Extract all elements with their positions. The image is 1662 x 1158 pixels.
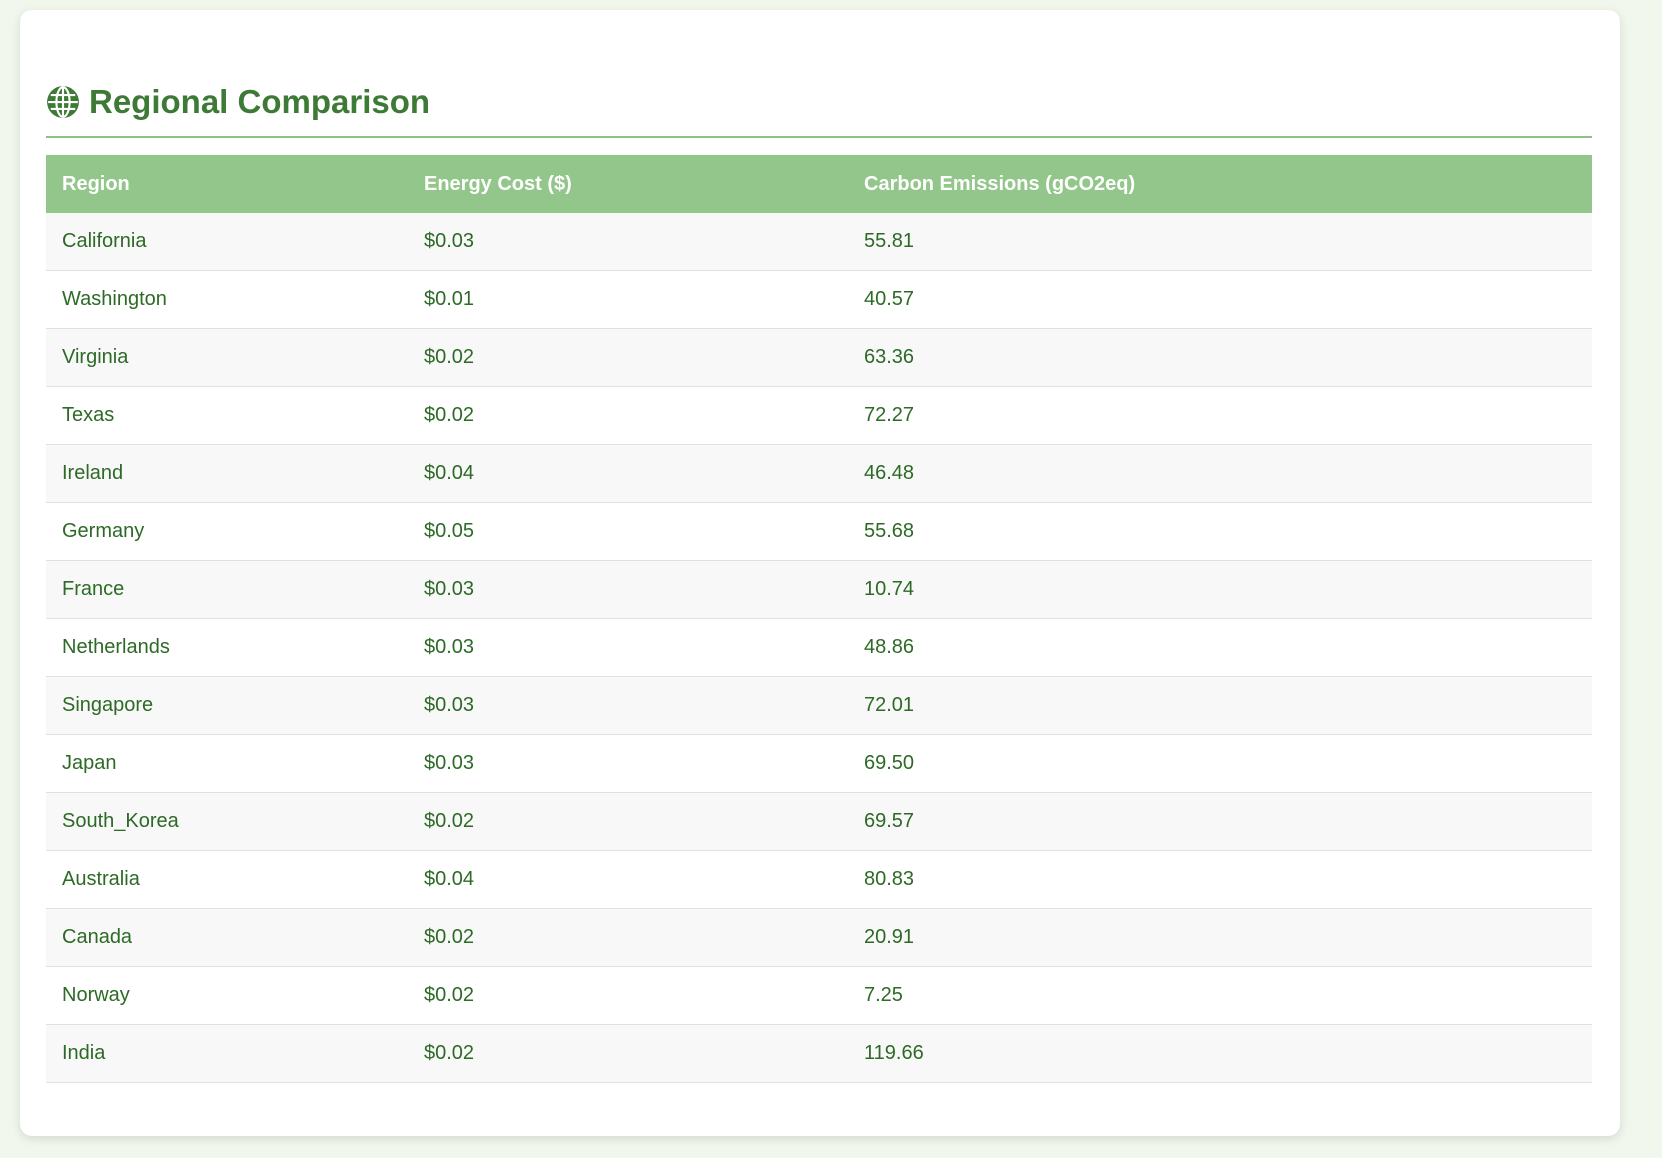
cell-region: Virginia (46, 328, 408, 387)
cell-region: Texas (46, 386, 408, 445)
cell-region: Japan (46, 734, 408, 793)
cell-energy-cost: $0.02 (408, 1024, 848, 1083)
cell-energy-cost: $0.02 (408, 328, 848, 387)
cell-region: Ireland (46, 444, 408, 503)
table-row: Washington $0.01 40.57 (46, 270, 1592, 329)
cell-energy-cost: $0.02 (408, 792, 848, 851)
cell-energy-cost: $0.04 (408, 444, 848, 503)
cell-carbon-emissions: 55.81 (848, 213, 1592, 271)
cell-energy-cost: $0.03 (408, 213, 848, 271)
cell-carbon-emissions: 46.48 (848, 444, 1592, 503)
section-header: Regional Comparison (46, 72, 1592, 138)
cell-energy-cost: $0.02 (408, 386, 848, 445)
cell-carbon-emissions: 69.57 (848, 792, 1592, 851)
table-header-row: Region Energy Cost ($) Carbon Emissions … (46, 155, 1592, 213)
table-row: Singapore $0.03 72.01 (46, 676, 1592, 735)
cell-carbon-emissions: 63.36 (848, 328, 1592, 387)
column-header-region[interactable]: Region (46, 155, 408, 213)
cell-carbon-emissions: 7.25 (848, 966, 1592, 1025)
cell-region: France (46, 560, 408, 619)
cell-region: Singapore (46, 676, 408, 735)
table-row: Australia $0.04 80.83 (46, 850, 1592, 909)
cell-energy-cost: $0.04 (408, 850, 848, 909)
cell-carbon-emissions: 20.91 (848, 908, 1592, 967)
cell-energy-cost: $0.01 (408, 270, 848, 329)
table-row: Texas $0.02 72.27 (46, 386, 1592, 445)
table-row: India $0.02 119.66 (46, 1024, 1592, 1083)
table-row: California $0.03 55.81 (46, 213, 1592, 271)
cell-region: Germany (46, 502, 408, 561)
cell-energy-cost: $0.03 (408, 676, 848, 735)
regional-comparison-table: Region Energy Cost ($) Carbon Emissions … (46, 155, 1592, 1083)
cell-carbon-emissions: 48.86 (848, 618, 1592, 677)
cell-region: Washington (46, 270, 408, 329)
cell-carbon-emissions: 72.27 (848, 386, 1592, 445)
table-body: California $0.03 55.81 Washington $0.01 40.57… (46, 213, 1592, 1083)
cell-energy-cost: $0.05 (408, 502, 848, 561)
cell-carbon-emissions: 72.01 (848, 676, 1592, 735)
table-row: Ireland $0.04 46.48 (46, 444, 1592, 503)
cell-region: India (46, 1024, 408, 1083)
table-row: Japan $0.03 69.50 (46, 734, 1592, 793)
cell-energy-cost: $0.03 (408, 560, 848, 619)
cell-carbon-emissions: 10.74 (848, 560, 1592, 619)
cell-region: Canada (46, 908, 408, 967)
cell-region: Norway (46, 966, 408, 1025)
cell-region: California (46, 213, 408, 271)
table-row: Norway $0.02 7.25 (46, 966, 1592, 1025)
cell-carbon-emissions: 55.68 (848, 502, 1592, 561)
column-header-carbon-emissions[interactable]: Carbon Emissions (gCO2eq) (848, 155, 1592, 213)
cell-energy-cost: $0.02 (408, 966, 848, 1025)
cell-region: Australia (46, 850, 408, 909)
cell-carbon-emissions: 80.83 (848, 850, 1592, 909)
cell-carbon-emissions: 69.50 (848, 734, 1592, 793)
regional-comparison-card: Regional Comparison Region Energy Cost (… (20, 10, 1620, 1136)
cell-energy-cost: $0.03 (408, 618, 848, 677)
table-row: Virginia $0.02 63.36 (46, 328, 1592, 387)
globe-icon (47, 86, 79, 118)
cell-region: South_Korea (46, 792, 408, 851)
table-row: Germany $0.05 55.68 (46, 502, 1592, 561)
cell-region: Netherlands (46, 618, 408, 677)
table-row: South_Korea $0.02 69.57 (46, 792, 1592, 851)
table-row: Netherlands $0.03 48.86 (46, 618, 1592, 677)
cell-carbon-emissions: 40.57 (848, 270, 1592, 329)
page-title: Regional Comparison (89, 83, 431, 120)
cell-carbon-emissions: 119.66 (848, 1024, 1592, 1083)
cell-energy-cost: $0.03 (408, 734, 848, 793)
table-row: Canada $0.02 20.91 (46, 908, 1592, 967)
cell-energy-cost: $0.02 (408, 908, 848, 967)
column-header-energy-cost[interactable]: Energy Cost ($) (408, 155, 848, 213)
table-row: France $0.03 10.74 (46, 560, 1592, 619)
